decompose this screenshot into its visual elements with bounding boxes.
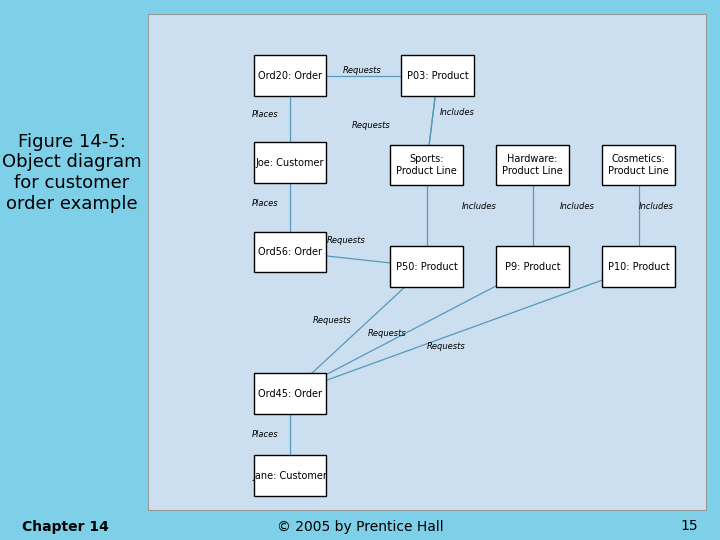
FancyBboxPatch shape — [496, 246, 569, 287]
FancyBboxPatch shape — [603, 145, 675, 185]
Text: P03: Product: P03: Product — [407, 71, 469, 80]
Text: Ord20: Order: Ord20: Order — [258, 71, 322, 80]
Text: Requests: Requests — [326, 236, 365, 245]
FancyBboxPatch shape — [390, 246, 463, 287]
FancyBboxPatch shape — [496, 145, 569, 185]
Text: Requests: Requests — [312, 316, 351, 325]
Text: Requests: Requests — [427, 342, 466, 351]
Text: Joe: Customer: Joe: Customer — [256, 158, 324, 167]
Text: Includes: Includes — [639, 202, 674, 211]
Text: Includes: Includes — [440, 109, 474, 117]
Text: Figure 14-5:
Object diagram
for customer
order example: Figure 14-5: Object diagram for customer… — [2, 133, 142, 213]
FancyBboxPatch shape — [253, 232, 326, 272]
FancyBboxPatch shape — [390, 145, 463, 185]
Text: Chapter 14: Chapter 14 — [22, 519, 109, 534]
Text: Places: Places — [251, 199, 278, 208]
Text: Includes: Includes — [560, 202, 595, 211]
Text: P10: Product: P10: Product — [608, 262, 670, 272]
Text: Requests: Requests — [343, 66, 382, 75]
Text: Ord56: Order: Ord56: Order — [258, 247, 322, 257]
Text: Ord45: Order: Ord45: Order — [258, 389, 322, 399]
FancyBboxPatch shape — [253, 142, 326, 183]
FancyBboxPatch shape — [253, 455, 326, 496]
Text: Requests: Requests — [351, 121, 390, 130]
Text: 15: 15 — [681, 519, 698, 534]
Text: Cosmetics:
Product Line: Cosmetics: Product Line — [608, 154, 669, 176]
FancyBboxPatch shape — [253, 55, 326, 96]
Text: Hardware:
Product Line: Hardware: Product Line — [503, 154, 563, 176]
Text: Requests: Requests — [368, 329, 407, 338]
Text: Jane: Customer: Jane: Customer — [253, 470, 328, 481]
FancyBboxPatch shape — [253, 373, 326, 414]
Text: Sports:
Product Line: Sports: Product Line — [396, 154, 457, 176]
Text: Places: Places — [251, 110, 278, 119]
Text: © 2005 by Prentice Hall: © 2005 by Prentice Hall — [276, 519, 444, 534]
Text: Includes: Includes — [462, 202, 497, 211]
FancyBboxPatch shape — [402, 55, 474, 96]
Text: Places: Places — [251, 430, 278, 439]
Text: P50: Product: P50: Product — [396, 262, 457, 272]
Text: P9: Product: P9: Product — [505, 262, 560, 272]
FancyBboxPatch shape — [603, 246, 675, 287]
